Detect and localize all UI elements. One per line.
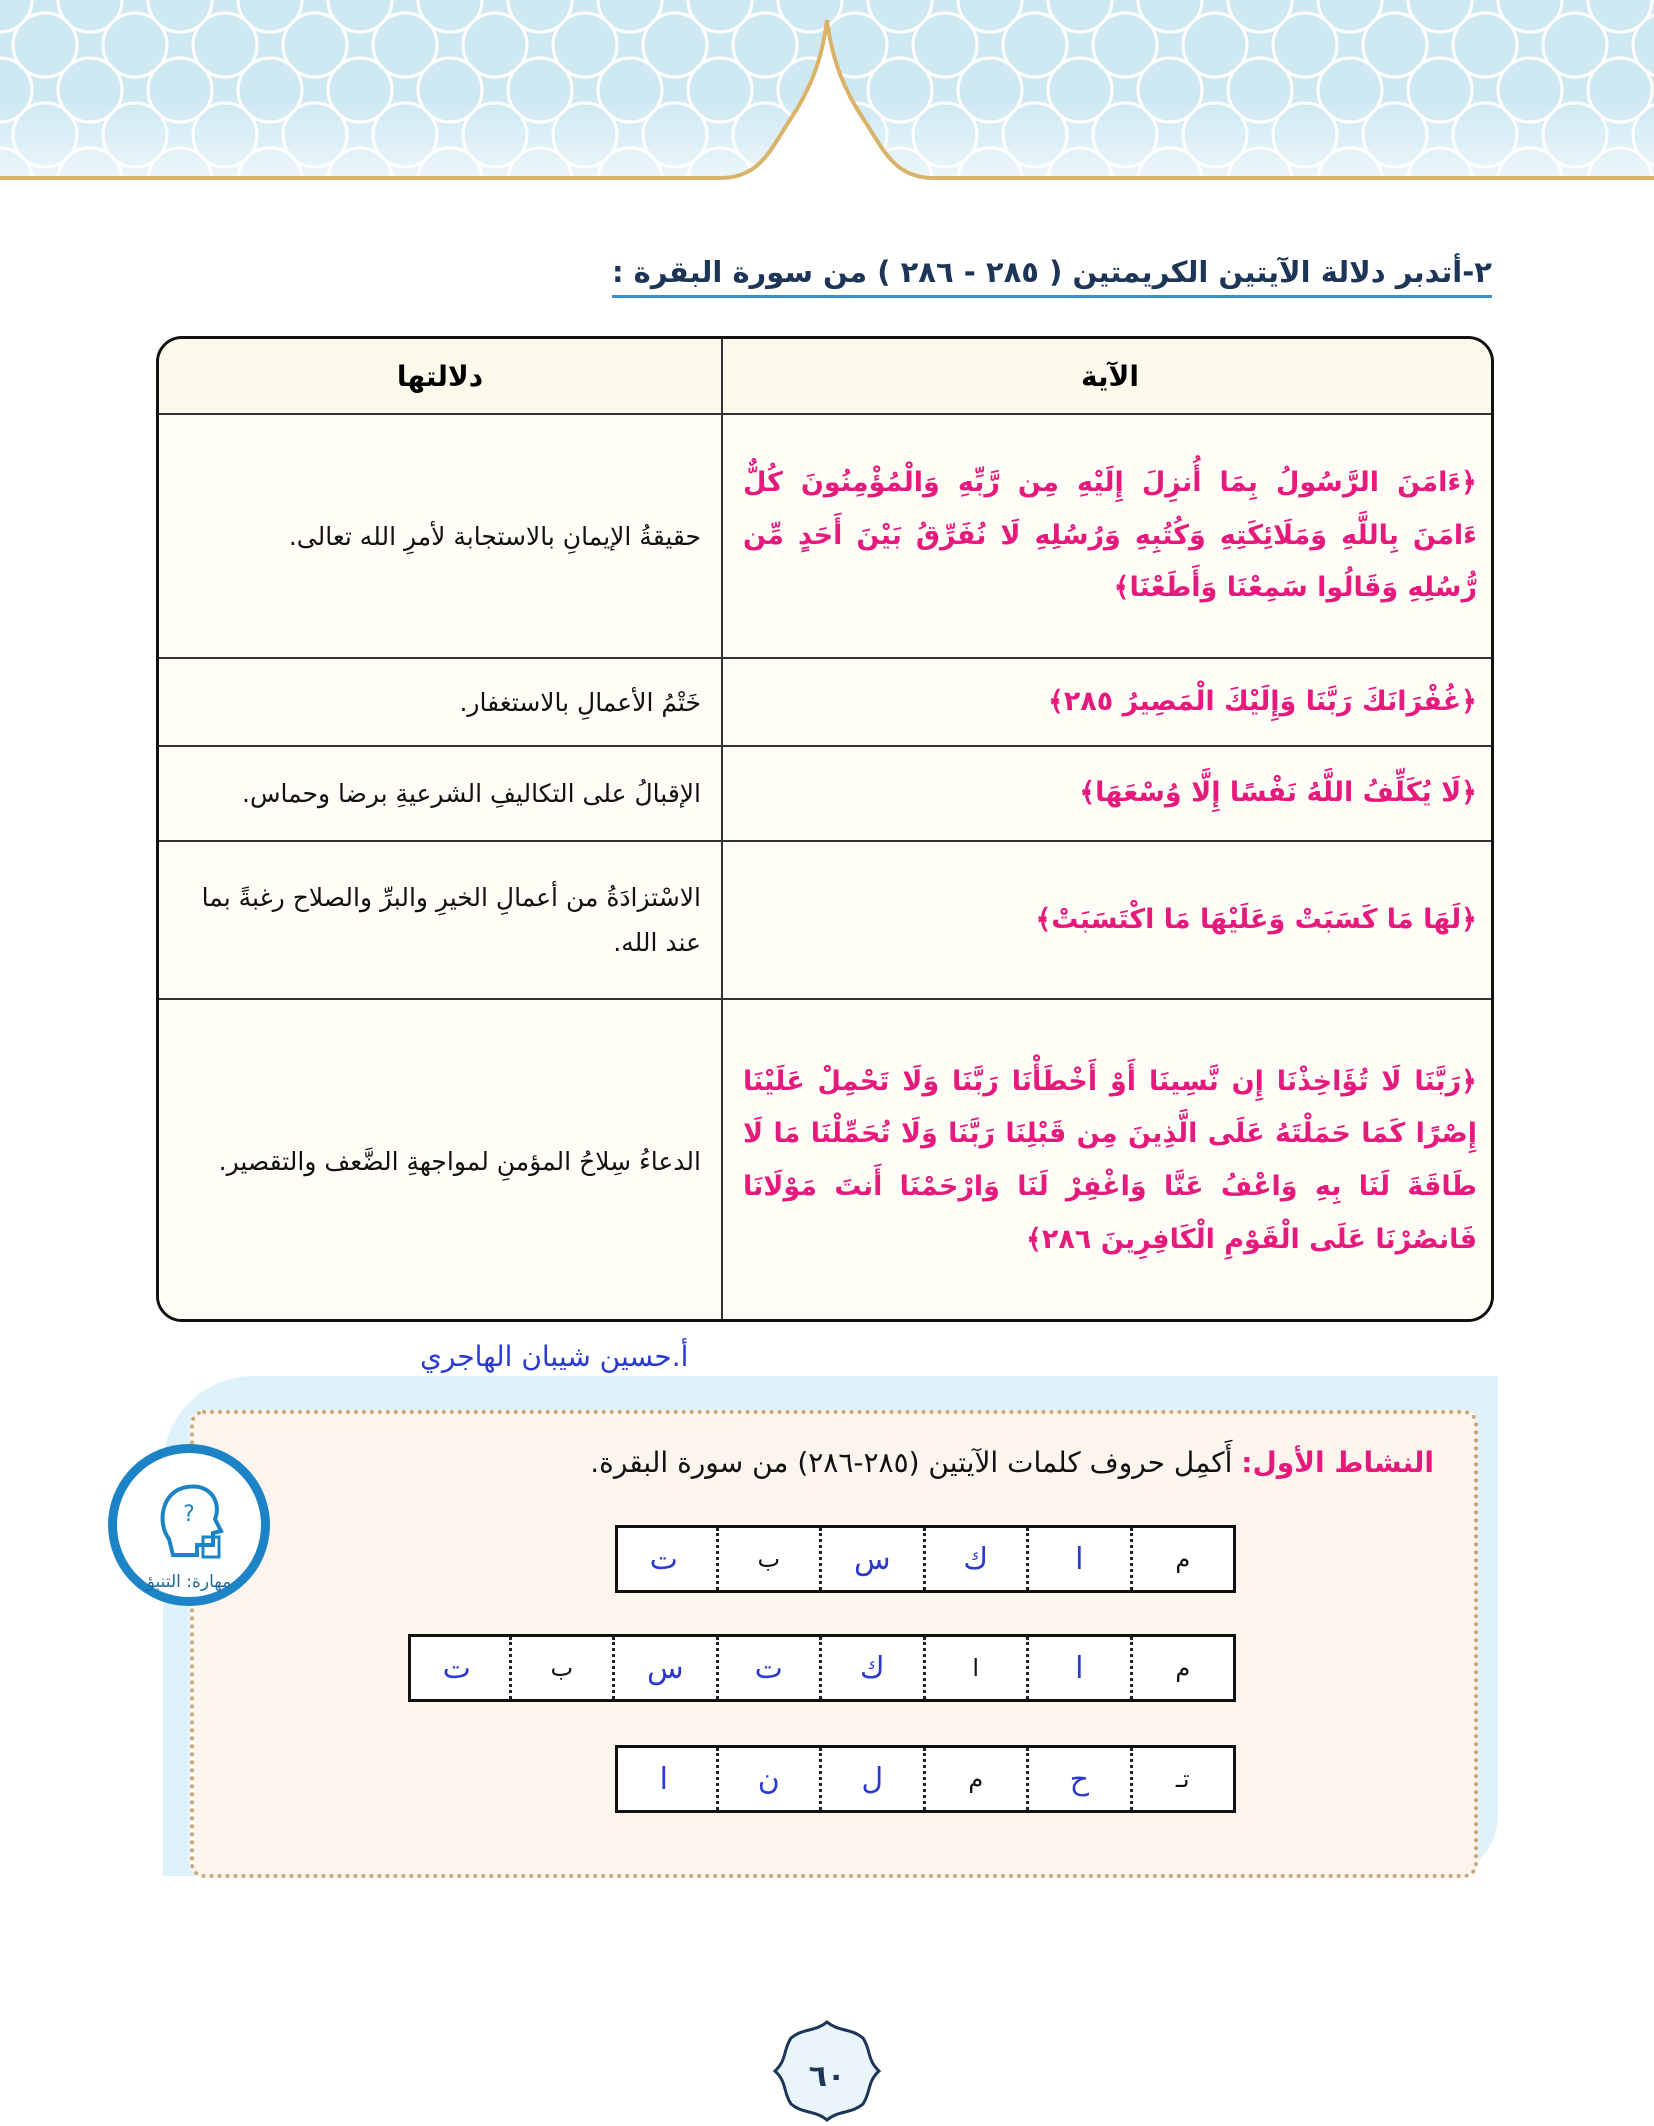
handwritten-letter: ك [963, 1541, 989, 1577]
letter-cell: ا [612, 1748, 716, 1810]
letter-cell: س [819, 1528, 923, 1590]
skill-badge: ? [108, 1444, 270, 1606]
handwritten-letter: ت [649, 1541, 678, 1577]
author: أ.حسين شيبان الهاجري [420, 1340, 689, 1373]
handwritten-letter: س [646, 1650, 684, 1686]
activity-instruction: النشاط الأول: أَكمِل حروف كلمات الآيتين … [590, 1446, 1434, 1479]
meaning: خَتْمُ الأعمالِ بالاستغفار. [159, 657, 723, 747]
letter-cell: ل [819, 1748, 923, 1810]
letter-cell: ا [1026, 1528, 1130, 1590]
printed-letter: ب [757, 1545, 781, 1573]
handwritten-letter: ل [861, 1761, 884, 1797]
handwritten-letter: ا [1075, 1541, 1084, 1577]
printed-letter: ب [550, 1654, 574, 1682]
instruction-text: أَكمِل حروف كلمات الآيتين (٢٨٥-٢٨٦) من س… [590, 1446, 1233, 1479]
ayah: ﴿رَبَّنَا لَا تُؤَاخِذْنَا إِن نَّسِينَا… [721, 998, 1491, 1319]
page-number: ٦٠ [808, 2058, 846, 2094]
letter-cell: م [922, 1748, 1027, 1810]
table-grid: الآية دلالتها ﴿ءَامَنَ الرَّسُولُ بِمَا … [159, 339, 1491, 1319]
letter-cell: ا [1026, 1637, 1130, 1699]
letter-cell: م [1129, 1637, 1234, 1699]
letter-cell: ك [819, 1637, 923, 1699]
table: الآية دلالتها ﴿ءَامَنَ الرَّسُولُ بِمَا … [156, 336, 1494, 1322]
letter-cell: س [612, 1637, 716, 1699]
table-row: ﴿رَبَّنَا لَا تُؤَاخِذْنَا إِن نَّسِينَا… [159, 998, 1491, 1319]
skill-icon: ? [160, 1484, 224, 1559]
letter-cell: ت [405, 1637, 509, 1699]
handwritten-letter: ا [1075, 1650, 1084, 1686]
ayah: ﴿ءَامَنَ الرَّسُولُ بِمَا أُنزِلَ إِلَيْ… [721, 413, 1491, 659]
ayah: ﴿لَهَا مَا كَسَبَتْ وَعَلَيْهَا مَا اكْت… [721, 840, 1491, 1000]
column-header: الآية [721, 339, 1491, 415]
table-row: ﴿لَهَا مَا كَسَبَتْ وَعَلَيْهَا مَا اكْت… [159, 840, 1491, 1000]
letter-cell: م [1129, 1528, 1234, 1590]
ayah: ﴿لَا يُكَلِّفُ اللَّهُ نَفْسًا إِلَّا وُ… [721, 745, 1491, 842]
handwritten-letter: ت [442, 1650, 471, 1686]
printed-letter: تـ [1175, 1765, 1190, 1793]
letter-cell: ب [715, 1528, 820, 1590]
handwritten-letter: ك [859, 1650, 885, 1686]
handwritten-letter: ح [1069, 1761, 1089, 1797]
letter-grid: تـ ح م ل ن ا [615, 1745, 1236, 1813]
activity-label: النشاط الأول: [1241, 1446, 1434, 1479]
page-number-frame [772, 2020, 882, 2122]
table-row: ﴿لَا يُكَلِّفُ اللَّهُ نَفْسًا إِلَّا وُ… [159, 745, 1491, 842]
printed-letter: م [1175, 1654, 1191, 1682]
letter-cell: ن [715, 1748, 820, 1810]
skill-label: مهارة: التنبؤ [146, 1572, 232, 1592]
letter-cell: ب [508, 1637, 613, 1699]
handwritten-letter: ن [757, 1761, 780, 1797]
letter-cell: ا [922, 1637, 1027, 1699]
header-row: الآية دلالتها [159, 339, 1491, 415]
ayah: ﴿غُفْرَانَكَ رَبَّنَا وَإِلَيْكَ الْمَصِ… [721, 657, 1491, 747]
meaning: الدعاءُ سِلاحُ المؤمنِ لمواجهةِ الضَّعف … [159, 998, 723, 1319]
printed-letter: ا [972, 1654, 980, 1682]
letter-cell: ح [1026, 1748, 1130, 1810]
meaning: حقيقةُ الإيمانِ بالاستجابة لأمرِ الله تع… [159, 413, 723, 659]
table-row: ﴿ءَامَنَ الرَّسُولُ بِمَا أُنزِلَ إِلَيْ… [159, 413, 1491, 659]
letter-cell: ك [922, 1528, 1027, 1590]
printed-letter: م [968, 1765, 984, 1793]
table-row: ﴿غُفْرَانَكَ رَبَّنَا وَإِلَيْكَ الْمَصِ… [159, 657, 1491, 747]
header-decoration [0, 0, 1654, 200]
letter-cell: تـ [1129, 1748, 1234, 1810]
letter-cell: ت [612, 1528, 716, 1590]
printed-letter: م [1175, 1545, 1191, 1573]
column-header: دلالتها [159, 339, 723, 415]
letter-cell: ت [715, 1637, 820, 1699]
meaning: الاسْتزادَةُ من أعمالِ الخيرِ والبرِّ وا… [159, 840, 723, 1000]
meaning: الإقبالُ على التكاليفِ الشرعيةِ برضا وحم… [159, 745, 723, 842]
heading: ٢-أتدبر دلالة الآيتين الكريمتين ( ٢٨٥ - … [611, 255, 1492, 298]
handwritten-letter: س [853, 1541, 891, 1577]
handwritten-letter: ا [659, 1761, 668, 1797]
svg-text:?: ? [183, 1502, 195, 1527]
handwritten-letter: ت [754, 1650, 783, 1686]
